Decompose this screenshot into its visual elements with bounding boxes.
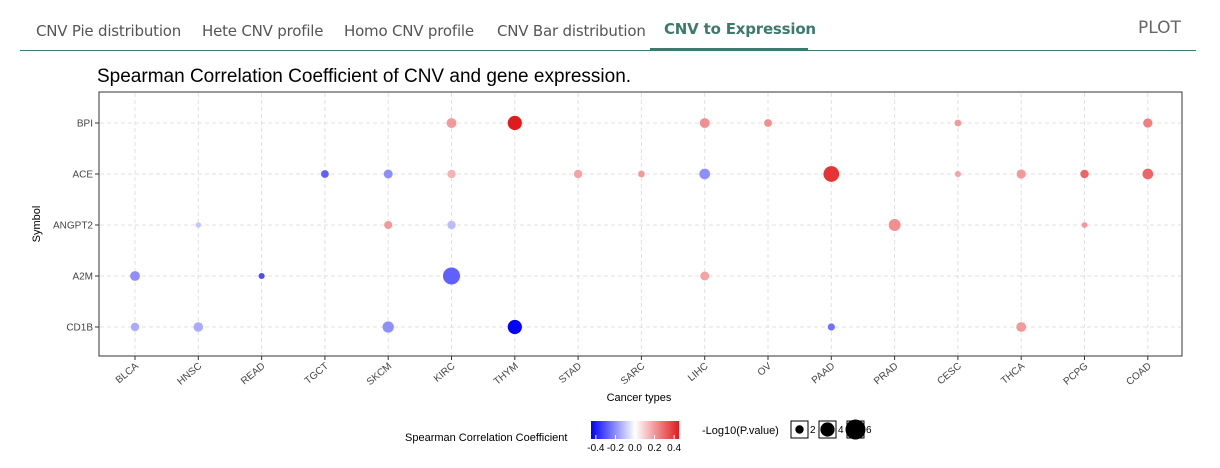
data-point <box>954 119 962 127</box>
grid <box>100 93 1181 355</box>
x-tick-label: TGCT <box>303 361 331 387</box>
data-point <box>193 322 204 332</box>
data-point <box>827 323 835 331</box>
tab-cnv-pie-distribution[interactable]: CNV Pie distribution <box>36 22 182 40</box>
points <box>130 115 1154 335</box>
tab-hete-cnv-profile[interactable]: Hete CNV profile <box>202 22 324 40</box>
data-point <box>573 169 583 179</box>
x-tick-label: READ <box>239 361 267 387</box>
tab-cnv-to-expression[interactable]: CNV to Expression <box>664 20 816 38</box>
tab-homo-cnv-profile[interactable]: Homo CNV profile <box>344 22 474 40</box>
data-point <box>638 170 645 178</box>
x-tick-label: PCPG <box>1062 361 1091 388</box>
data-point <box>1016 322 1027 332</box>
tab-bar: CNV Pie distribution Hete CNV profile Ho… <box>20 0 1196 51</box>
x-tick-label: KIRC <box>432 361 457 385</box>
data-point <box>507 115 522 131</box>
x-tick-label: BLCA <box>114 361 141 386</box>
size-legend-dot <box>820 422 835 437</box>
x-tick-label: CESC <box>935 361 963 387</box>
x-tick-label: HNSC <box>175 361 204 388</box>
color-legend-tick-label: -0.2 <box>607 443 625 454</box>
x-tick-label: STAD <box>557 361 584 386</box>
x-tick-label: PRAD <box>872 361 900 387</box>
y-tick-label: CD1B <box>66 323 93 334</box>
size-legend-label: 2 <box>810 425 816 436</box>
color-legend-bar <box>591 421 679 439</box>
x-tick-label: OV <box>756 361 774 379</box>
y-tick-label: A2M <box>72 272 93 283</box>
data-point <box>320 170 329 178</box>
color-legend-tick-label: 0.0 <box>628 443 642 454</box>
y-axis: BPI ACE ANGPT2 A2M CD1B <box>53 119 99 334</box>
data-point <box>700 271 710 281</box>
data-point <box>130 271 140 281</box>
data-point <box>507 319 522 335</box>
data-point <box>382 321 394 333</box>
data-point <box>258 272 265 280</box>
color-legend-title: Spearman Correlation Coefficient <box>405 432 567 444</box>
x-tick-label: THYM <box>492 361 521 388</box>
data-point <box>442 267 461 285</box>
plot-button[interactable]: PLOT <box>1138 18 1181 38</box>
x-tick-label: PAAD <box>810 361 837 386</box>
y-tick-label: ANGPT2 <box>53 221 93 232</box>
data-point <box>699 168 711 180</box>
data-point <box>447 169 456 179</box>
chart-title: Spearman Correlation Coefficient of CNV … <box>97 66 631 87</box>
x-tick-label: SKCM <box>365 361 394 388</box>
size-legend-dot <box>795 425 804 434</box>
data-point <box>1142 168 1154 180</box>
color-legend-tick-label: -0.4 <box>587 443 605 454</box>
data-point <box>888 219 901 231</box>
tab-cnv-bar-distribution[interactable]: CNV Bar distribution <box>497 22 646 40</box>
data-point <box>823 166 840 182</box>
x-axis-title: Cancer types <box>607 392 672 404</box>
data-point <box>954 170 961 178</box>
x-axis: BLCA HNSC READ TGCT SKCM KIRC THYM STAD SARC LIHC… <box>114 356 1154 388</box>
data-point <box>446 118 457 128</box>
data-point <box>1080 169 1089 179</box>
size-legend-label: 4 <box>838 425 844 436</box>
data-point <box>1016 169 1026 179</box>
y-tick-label: BPI <box>77 119 93 130</box>
x-tick-label: LIHC <box>686 361 711 384</box>
size-legend-title: -Log10(P.value) <box>702 425 779 437</box>
data-point <box>195 222 202 228</box>
y-axis-title: Symbol <box>31 206 43 243</box>
data-point <box>764 119 772 127</box>
y-tick-label: ACE <box>72 170 93 181</box>
active-tab-indicator <box>650 48 808 51</box>
data-point <box>447 220 456 230</box>
x-tick-label: THCA <box>999 361 1027 387</box>
data-point <box>130 322 140 332</box>
x-tick-label: COAD <box>1125 361 1154 388</box>
color-legend-tick-label: 0.2 <box>648 443 662 454</box>
plot-panel <box>98 91 1183 357</box>
x-tick-label: SARC <box>619 361 647 387</box>
size-legend-dot <box>845 419 866 440</box>
size-legend: 2 4 6 <box>790 419 872 440</box>
data-point <box>383 169 393 179</box>
color-legend-ticks: -0.4 -0.2 0.0 0.2 0.4 <box>587 435 681 454</box>
data-point <box>1081 222 1088 228</box>
data-point <box>1143 118 1153 128</box>
data-point <box>384 220 393 230</box>
size-legend-label: 6 <box>866 425 872 436</box>
color-legend-tick-label: 0.4 <box>667 443 681 454</box>
data-point <box>699 118 710 128</box>
